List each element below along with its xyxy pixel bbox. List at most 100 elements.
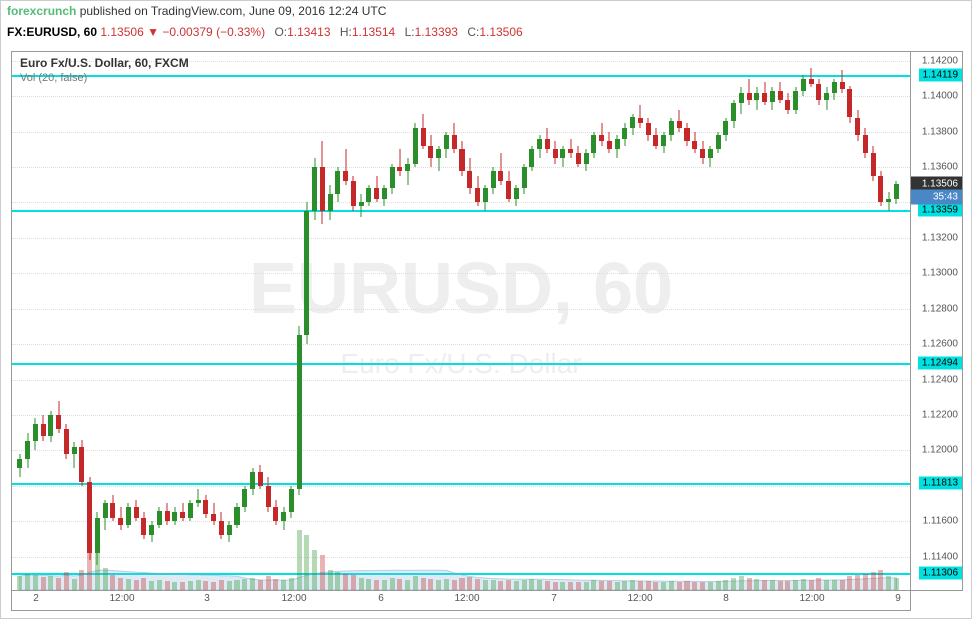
symbol-label: FX:EURUSD, 60 <box>7 25 97 39</box>
volume-bar <box>723 580 728 590</box>
volume-bar <box>731 578 736 590</box>
grid-line <box>12 380 910 381</box>
volume-bar <box>801 579 806 590</box>
horizontal-level-line[interactable] <box>12 75 910 77</box>
volume-bar <box>281 580 286 590</box>
candle <box>351 176 356 211</box>
horizontal-level-line[interactable] <box>12 210 910 212</box>
candle <box>591 132 596 159</box>
candle <box>110 495 115 522</box>
price-tick-label: 1.13800 <box>922 126 958 137</box>
candle <box>421 114 426 149</box>
volume-bar <box>79 570 84 590</box>
volume-bar <box>444 579 449 590</box>
candle <box>723 118 728 141</box>
time-tick-label: 7 <box>551 593 557 604</box>
horizontal-level-label: 1.13359 <box>918 203 962 216</box>
candle <box>273 500 278 525</box>
header-bar: forexcrunch published on TradingView.com… <box>1 1 971 23</box>
candle <box>444 132 449 159</box>
grid-line <box>12 273 910 274</box>
candle <box>95 512 100 565</box>
chart-subtitle: Vol (20, false) <box>20 72 87 84</box>
horizontal-level-line[interactable] <box>12 573 910 575</box>
candle <box>545 128 550 153</box>
candle <box>506 171 511 203</box>
candle <box>374 176 379 203</box>
grid-line <box>12 238 910 239</box>
volume-bar <box>126 579 131 590</box>
candle <box>250 468 255 495</box>
candle <box>118 507 123 530</box>
price-tick-label: 1.11400 <box>923 551 958 562</box>
time-tick-label: 12:00 <box>627 593 652 604</box>
time-tick-label: 12:00 <box>281 593 306 604</box>
volume-bar <box>832 580 837 590</box>
candle <box>459 141 464 176</box>
published-date: June 09, 2016 12:24 UTC <box>249 4 386 18</box>
high-value: 1.13514 <box>352 25 395 39</box>
price-axis[interactable]: 1.114001.116001.118001.120001.122001.124… <box>911 51 963 591</box>
high-label: H: <box>340 25 352 39</box>
volume-bar <box>553 582 558 590</box>
grid-line <box>12 132 910 133</box>
volume-bar <box>467 577 472 590</box>
grid-line <box>12 486 910 487</box>
grid-line <box>12 450 910 451</box>
candle <box>390 164 395 194</box>
candle <box>731 100 736 128</box>
candle <box>553 141 558 164</box>
candle <box>219 512 224 539</box>
candle <box>405 158 410 185</box>
volume-bar <box>359 578 364 590</box>
volume-bar <box>824 580 829 590</box>
time-tick-label: 2 <box>33 593 39 604</box>
time-axis[interactable]: 212:00312:00612:00712:00812:009 <box>11 591 911 611</box>
candle <box>762 82 767 105</box>
chart-pane[interactable]: EURUSD, 60 Euro Fx/U.S. Dollar Euro Fx/U… <box>11 51 911 591</box>
volume-bar <box>397 579 402 590</box>
volume-bar <box>103 568 108 590</box>
volume-bar <box>289 578 294 590</box>
volume-bar <box>242 579 247 590</box>
volume-bar <box>141 578 146 590</box>
volume-bar <box>708 582 713 590</box>
horizontal-level-line[interactable] <box>12 363 910 365</box>
candle <box>770 87 775 110</box>
volume-bar <box>754 579 759 590</box>
volume-bar <box>234 580 239 590</box>
time-tick-label: 6 <box>378 593 384 604</box>
candle <box>576 146 581 167</box>
candle <box>289 486 294 518</box>
volume-bar <box>188 581 193 590</box>
volume-bar <box>886 576 891 590</box>
time-tick-label: 8 <box>723 593 729 604</box>
price-tick-label: 1.13600 <box>922 162 958 173</box>
published-text: published on TradingView.com, <box>80 4 246 18</box>
volume-bar <box>374 580 379 590</box>
volume-bar <box>661 582 666 590</box>
volume-bar <box>390 578 395 590</box>
candle <box>747 79 752 106</box>
candle <box>894 181 899 204</box>
candle <box>615 135 620 158</box>
candle <box>436 146 441 171</box>
symbol-info-bar: FX:EURUSD, 60 1.13506 ▼ −0.00379 (−0.33%… <box>1 23 971 43</box>
volume-bar <box>491 580 496 590</box>
candle <box>871 146 876 181</box>
time-tick-label: 12:00 <box>799 593 824 604</box>
candle <box>483 185 488 212</box>
horizontal-level-line[interactable] <box>12 483 910 485</box>
candle <box>832 79 837 100</box>
volume-bar <box>684 581 689 590</box>
candle <box>677 110 682 131</box>
volume-bar <box>203 581 208 590</box>
candle <box>312 158 317 220</box>
grid-line <box>12 202 910 203</box>
candle <box>452 123 457 153</box>
change-arrow-icon: ▼ <box>147 25 159 39</box>
volume-bar <box>847 576 852 590</box>
volume-bar <box>452 580 457 590</box>
volume-bar <box>878 570 883 590</box>
grid-line <box>12 309 910 310</box>
